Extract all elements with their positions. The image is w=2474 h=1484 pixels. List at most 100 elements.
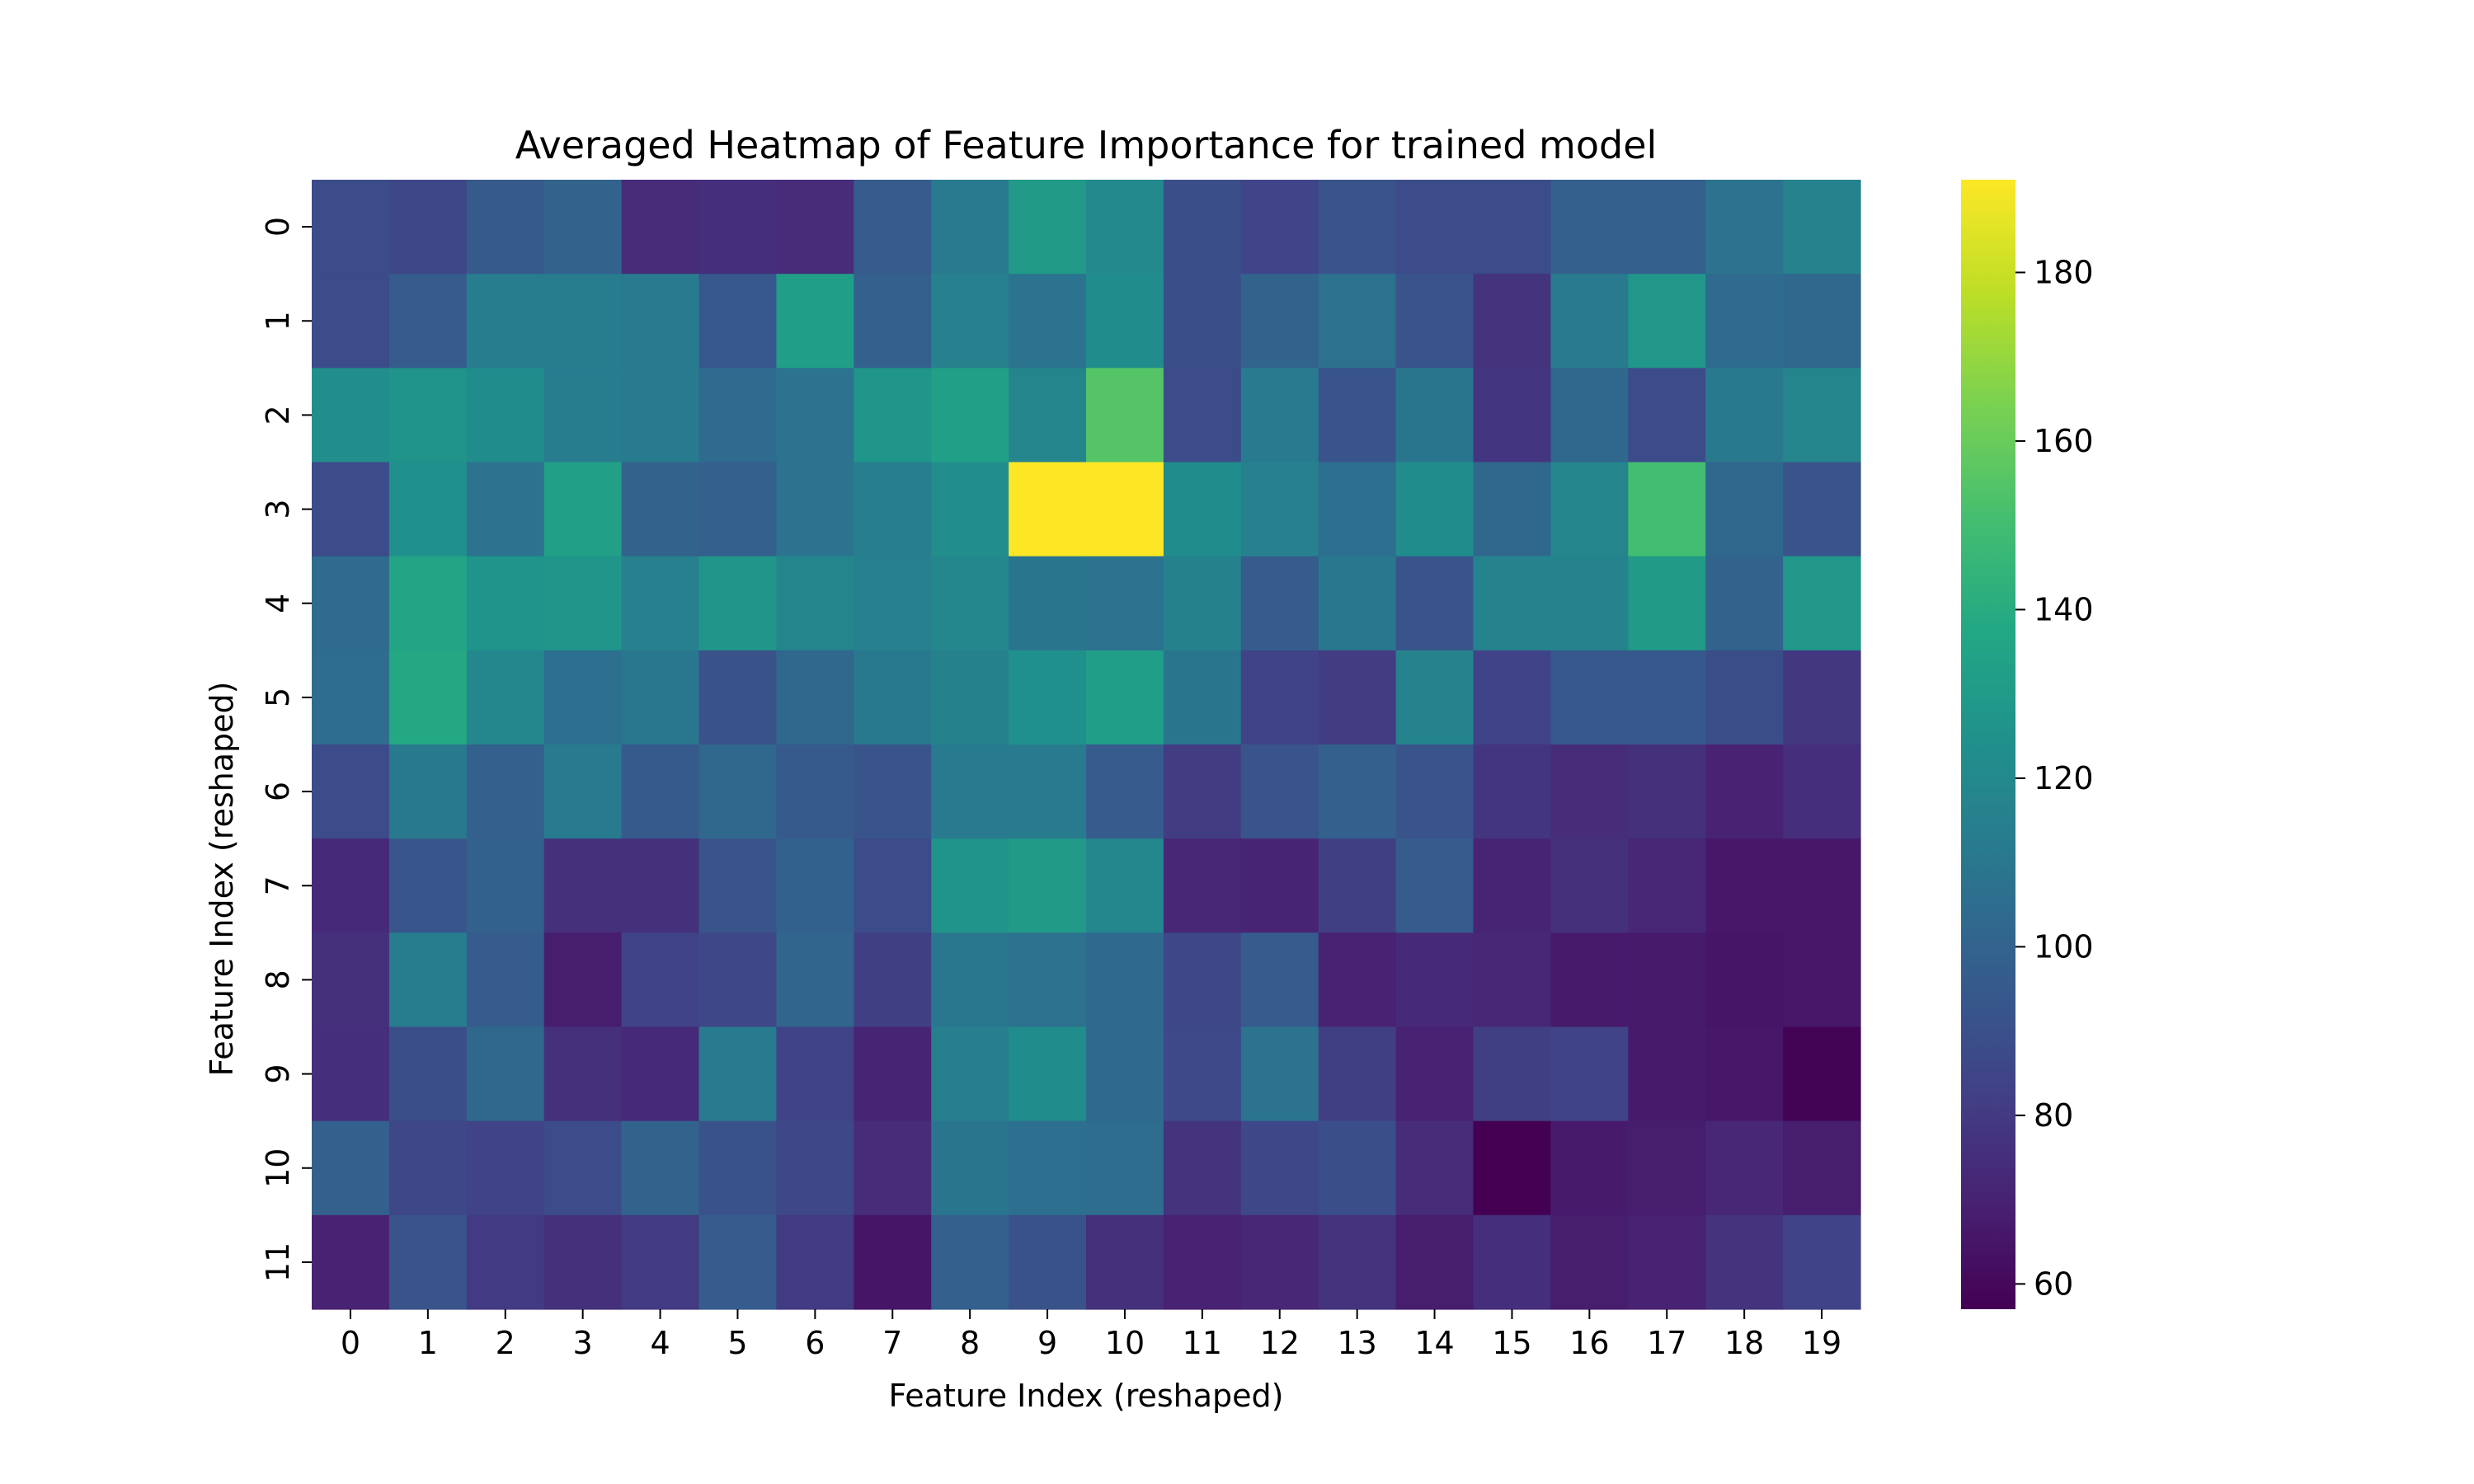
- heatmap-cell: [1163, 838, 1242, 933]
- x-tick-label: 17: [1647, 1325, 1686, 1361]
- y-tick-label: 7: [260, 876, 296, 895]
- heatmap-cell: [1009, 1120, 1087, 1216]
- heatmap-cell: [931, 1214, 1009, 1310]
- heatmap-cell: [312, 368, 390, 463]
- y-tick-label: 4: [260, 594, 296, 613]
- heatmap-cell: [1550, 650, 1629, 745]
- heatmap-cell: [1240, 838, 1319, 933]
- heatmap-cell: [1240, 368, 1319, 463]
- heatmap-cell: [466, 1214, 545, 1310]
- y-tick-label: 6: [260, 782, 296, 801]
- heatmap-cell: [1550, 368, 1629, 463]
- heatmap-cell: [621, 744, 700, 839]
- heatmap-cell: [1783, 274, 1861, 369]
- heatmap-cell: [1783, 462, 1861, 557]
- colorbar-tick-label: 120: [2034, 760, 2094, 796]
- heatmap-cell: [931, 180, 1009, 275]
- x-tick-label: 11: [1183, 1325, 1222, 1361]
- heatmap-cell: [1009, 274, 1087, 369]
- heatmap-cell: [1628, 180, 1706, 275]
- heatmap-cell: [1783, 1214, 1861, 1310]
- heatmap-cell: [1550, 180, 1629, 275]
- heatmap-cell: [621, 932, 700, 1028]
- heatmap-cell: [1705, 180, 1784, 275]
- heatmap-cell: [543, 556, 623, 651]
- heatmap-cell: [466, 1120, 545, 1216]
- heatmap-cell: [1705, 368, 1784, 463]
- colorbar-tick-label: 100: [2034, 928, 2094, 965]
- heatmap-cell: [466, 744, 545, 839]
- heatmap-cell: [1705, 650, 1784, 745]
- heatmap-cell: [931, 556, 1009, 651]
- chart-title: Averaged Heatmap of Feature Importance f…: [515, 123, 1658, 167]
- heatmap-cell: [931, 932, 1009, 1028]
- colorbar-tick-label: 180: [2034, 254, 2094, 290]
- heatmap-cell: [312, 932, 390, 1028]
- heatmap-cell: [1705, 556, 1784, 651]
- heatmap-cell: [931, 838, 1009, 933]
- x-tick-label: 12: [1260, 1325, 1300, 1361]
- y-axis-label: Feature Index (reshaped): [204, 682, 240, 1077]
- heatmap-cell: [1783, 556, 1861, 651]
- heatmap-cell: [776, 650, 854, 745]
- y-tick-label: 0: [260, 217, 296, 237]
- heatmap-cell: [776, 1120, 854, 1216]
- heatmap-cell: [1628, 462, 1706, 557]
- heatmap-cell: [543, 1120, 623, 1216]
- heatmap-cell: [1628, 274, 1706, 369]
- heatmap-cell: [1318, 180, 1397, 275]
- heatmap-cell: [388, 462, 468, 557]
- heatmap-cell: [1628, 932, 1706, 1028]
- heatmap-cell: [1086, 556, 1164, 651]
- heatmap-cell: [698, 650, 777, 745]
- heatmap-cell: [1783, 1120, 1861, 1216]
- heatmap-cell: [621, 1120, 700, 1216]
- x-tick-label: 13: [1337, 1325, 1376, 1361]
- x-tick-label: 16: [1569, 1325, 1609, 1361]
- heatmap-cell: [543, 462, 623, 557]
- heatmap-cell: [1240, 556, 1319, 651]
- x-tick-label: 15: [1492, 1325, 1531, 1361]
- heatmap-cell: [312, 1026, 390, 1122]
- heatmap-cell: [854, 1120, 932, 1216]
- x-tick-label: 3: [573, 1325, 593, 1361]
- heatmap-cell: [854, 1026, 932, 1122]
- heatmap-cell: [1318, 1214, 1397, 1310]
- heatmap-cell: [1550, 1120, 1629, 1216]
- heatmap-cell: [776, 556, 854, 651]
- x-tick-label: 4: [650, 1325, 670, 1361]
- heatmap-cell: [1240, 180, 1319, 275]
- y-tick-label: 3: [260, 499, 296, 519]
- x-tick-label: 18: [1724, 1325, 1764, 1361]
- heatmap-cell: [543, 274, 623, 369]
- heatmap-cell: [1628, 838, 1706, 933]
- heatmap-cell: [1473, 1120, 1551, 1216]
- heatmap-cell: [1009, 1214, 1087, 1310]
- heatmap-cell: [1473, 744, 1551, 839]
- heatmap-cell: [1550, 556, 1629, 651]
- x-axis-label: Feature Index (reshaped): [889, 1378, 1284, 1414]
- heatmap-cell: [1163, 1120, 1242, 1216]
- heatmap-cell: [776, 932, 854, 1028]
- heatmap-cell: [1628, 1026, 1706, 1122]
- heatmap-cell: [776, 462, 854, 557]
- x-tick-label: 0: [341, 1325, 360, 1361]
- heatmap-cell: [543, 180, 623, 275]
- heatmap-cell: [1009, 838, 1087, 933]
- heatmap-cell: [1395, 650, 1475, 745]
- heatmap-cell: [1086, 368, 1164, 463]
- heatmap-cell: [1395, 462, 1475, 557]
- heatmap-cell: [1473, 556, 1551, 651]
- heatmap-cell: [621, 838, 700, 933]
- heatmap-cell: [1473, 932, 1551, 1028]
- heatmap-cell: [388, 1026, 468, 1122]
- colorbar-tick-label: 140: [2034, 591, 2094, 627]
- heatmap-cell: [854, 180, 932, 275]
- y-tick-label: 2: [260, 405, 296, 425]
- heatmap-cell: [1009, 650, 1087, 745]
- heatmap-cell: [931, 368, 1009, 463]
- heatmap-cell: [1009, 368, 1087, 463]
- heatmap-cell: [1628, 556, 1706, 651]
- heatmap-cell: [543, 838, 623, 933]
- heatmap-cell: [466, 650, 545, 745]
